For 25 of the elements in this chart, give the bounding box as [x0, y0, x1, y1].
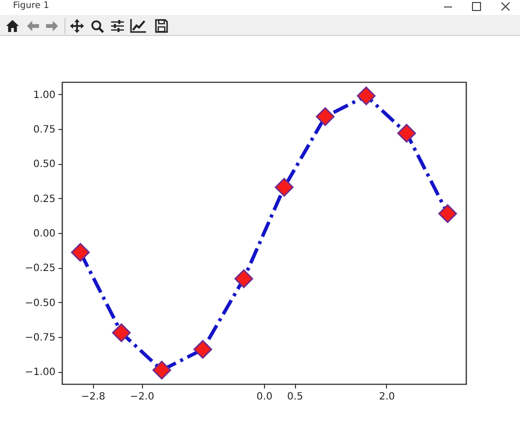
caption: Figure 1 [13, 1, 50, 11]
point [71, 243, 90, 262]
y-tick-label: 0.00 [33, 228, 56, 240]
y-tick-label: 1.00 [33, 90, 56, 101]
x-tick-label: 0.0 [256, 392, 272, 402]
point [356, 86, 376, 106]
point [438, 204, 457, 223]
y-tick-label: 0.75 [33, 124, 56, 136]
x-tick-label: −2.0 [130, 392, 154, 402]
point [274, 178, 294, 197]
y-tick-label: 0.50 [33, 159, 56, 170]
y-tick-label: 0.25 [33, 194, 56, 205]
point [152, 360, 172, 380]
x-tick-label: 2.0 [378, 392, 395, 402]
x-tick-label: 0.5 [287, 392, 304, 402]
point [234, 269, 254, 288]
y-tick-label: −0.50 [24, 298, 56, 309]
point [397, 124, 416, 143]
point [316, 107, 335, 126]
point [112, 323, 131, 342]
point [193, 340, 212, 359]
y-tick-label: −1.00 [24, 367, 56, 378]
x-tick-label: −2.8 [80, 392, 106, 402]
y-tick-label: −0.25 [24, 263, 56, 274]
y-tick-label: −0.75 [24, 332, 56, 344]
